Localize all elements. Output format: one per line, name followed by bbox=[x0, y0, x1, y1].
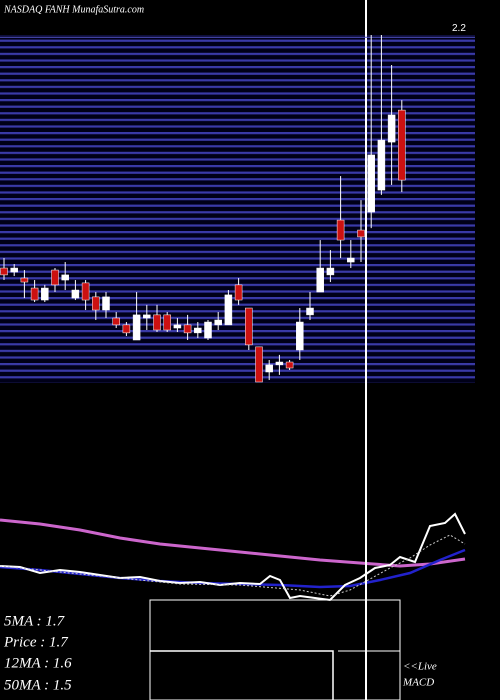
candle-body bbox=[153, 314, 161, 331]
candle-body bbox=[398, 109, 406, 181]
candle-body bbox=[347, 257, 355, 263]
macd-label: MACD bbox=[402, 677, 434, 689]
candle-body bbox=[285, 361, 294, 369]
candle-body bbox=[81, 282, 90, 301]
candle-body bbox=[296, 321, 304, 351]
candle-body bbox=[265, 364, 273, 373]
candle-body bbox=[112, 317, 120, 326]
candle-body bbox=[214, 319, 222, 326]
price-grid-band bbox=[0, 35, 475, 383]
candle-body bbox=[255, 346, 263, 383]
candle-body bbox=[102, 296, 110, 311]
macd-box bbox=[149, 599, 401, 700]
chart-title: NASDAQ FANH MunafaSutra.com bbox=[3, 4, 144, 15]
ma-line-dotted bbox=[0, 534, 466, 597]
candle-body bbox=[377, 139, 386, 191]
candle-body bbox=[357, 229, 365, 238]
candle-body bbox=[224, 294, 233, 326]
ma-line-mid bbox=[0, 548, 466, 589]
ma-line-long bbox=[0, 518, 466, 568]
candle-body bbox=[41, 287, 49, 301]
candle-body bbox=[336, 219, 345, 241]
candle-body bbox=[183, 324, 192, 334]
candle-body bbox=[306, 307, 314, 316]
candle-body bbox=[326, 267, 335, 276]
candle-body bbox=[367, 154, 375, 213]
candle-body bbox=[275, 361, 284, 366]
info-12ma: 12MA : 1.6 bbox=[4, 655, 72, 671]
candle-body bbox=[234, 284, 243, 301]
live-label: <<Live bbox=[403, 661, 437, 673]
info-50ma: 50MA : 1.5 bbox=[4, 677, 72, 693]
candle-body bbox=[194, 327, 202, 334]
candle-body bbox=[10, 267, 18, 273]
candle-body bbox=[132, 314, 141, 341]
candle-body bbox=[0, 267, 8, 276]
y-tick-label: 2.2 bbox=[452, 23, 466, 34]
candle-body bbox=[30, 287, 39, 301]
candle-body bbox=[387, 114, 396, 143]
info-price: Price : 1.7 bbox=[3, 634, 69, 650]
candle-body bbox=[316, 267, 324, 293]
candle-body bbox=[173, 324, 182, 329]
macd-line bbox=[150, 650, 334, 700]
candle-body bbox=[245, 307, 253, 346]
candle-body bbox=[122, 324, 131, 334]
candle-body bbox=[163, 314, 171, 331]
candle-body bbox=[204, 321, 212, 339]
ma-line-short bbox=[0, 512, 466, 602]
candle-body bbox=[51, 269, 59, 286]
candle-body bbox=[143, 314, 151, 319]
info-5ma: 5MA : 1.7 bbox=[4, 613, 66, 629]
candle-body bbox=[92, 296, 100, 311]
candle-body bbox=[61, 274, 69, 281]
candle-body bbox=[20, 277, 29, 283]
indicator-panel bbox=[0, 512, 466, 602]
candle-body bbox=[71, 289, 80, 299]
